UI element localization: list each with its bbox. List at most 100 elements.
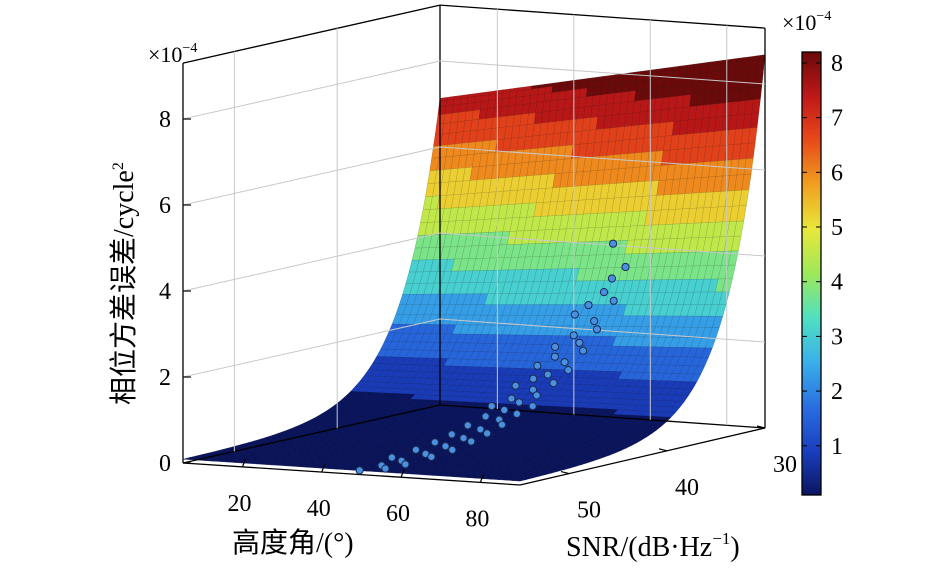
scatter-point xyxy=(621,262,630,272)
z-multiplier: ×10−4 xyxy=(148,41,197,67)
scatter-series xyxy=(355,239,630,475)
surface-patch xyxy=(615,76,624,85)
surface-patch xyxy=(508,96,517,107)
surface-patch xyxy=(678,68,688,77)
surface-patch xyxy=(516,89,525,98)
surface-patch xyxy=(721,62,730,72)
colorbar-tick-label: 8 xyxy=(831,51,843,77)
surface-patch xyxy=(543,92,553,103)
surface-patch xyxy=(451,104,461,114)
scatter-point xyxy=(459,434,468,443)
surface xyxy=(182,54,766,482)
scatter-point xyxy=(592,325,602,334)
surface-patch xyxy=(753,86,762,100)
x-tick-label: 40 xyxy=(307,496,331,522)
grid-line xyxy=(182,318,441,378)
scatter-point xyxy=(448,445,457,454)
colorbar-multiplier: ×10−4 xyxy=(782,9,831,35)
colorbar: 1 2 3 4 5 6 7 8 xyxy=(801,51,843,496)
surface-patch xyxy=(751,98,761,114)
grid-line xyxy=(439,60,766,85)
scatter-point xyxy=(584,301,593,310)
y-tick-mark xyxy=(756,425,766,429)
surface-patch xyxy=(594,79,603,88)
surface-patch xyxy=(748,66,758,77)
surface-patch xyxy=(678,75,687,86)
x-tick-mark xyxy=(241,458,247,468)
surface-patch xyxy=(509,90,518,99)
surface-patch xyxy=(495,92,504,101)
scatter-point xyxy=(543,370,552,379)
surface-patch xyxy=(656,77,666,89)
scatter-point xyxy=(570,310,579,319)
scatter-point xyxy=(481,412,490,421)
surface-patch xyxy=(707,64,716,73)
wall-grid xyxy=(182,9,766,452)
surface-patch xyxy=(579,87,588,98)
scatter-point xyxy=(447,430,456,439)
surface-patch xyxy=(614,83,623,94)
scatter-point xyxy=(532,391,541,400)
surface-patch xyxy=(635,80,644,91)
x-tick-label: 80 xyxy=(465,506,489,532)
scatter-point xyxy=(411,445,420,454)
axis-box-edge xyxy=(519,427,766,486)
surface-patch xyxy=(481,94,490,102)
scatter-point xyxy=(533,361,542,370)
scatter-point xyxy=(590,317,599,326)
surface-patch xyxy=(728,61,737,71)
surface-patch xyxy=(558,84,567,92)
scatter-point xyxy=(560,358,569,367)
scatter-point xyxy=(401,460,410,469)
surface-patch xyxy=(587,80,596,89)
scatter-point xyxy=(575,338,584,347)
surface-patch xyxy=(550,91,560,102)
surface-patch xyxy=(734,67,743,79)
surface-patch xyxy=(663,76,673,88)
surface-patch xyxy=(601,78,610,87)
surface-patch xyxy=(685,74,694,85)
scatter-point xyxy=(550,352,560,361)
surface-patch xyxy=(742,59,751,69)
scatter-point xyxy=(549,379,558,388)
surface-patch xyxy=(720,69,729,81)
colorbar-tick-label: 6 xyxy=(831,160,843,186)
scatter-point xyxy=(528,402,537,411)
surface-patch xyxy=(686,67,695,76)
z-tick-label: 4 xyxy=(159,279,171,305)
scatter-point xyxy=(507,394,516,403)
grid-line xyxy=(439,146,766,171)
surface-patch xyxy=(699,72,708,84)
colorbar-tick-label: 7 xyxy=(831,106,843,132)
surface-patch xyxy=(693,66,702,75)
surface-patch xyxy=(564,89,574,100)
surface-patch xyxy=(735,60,744,70)
y-tick-label: 30 xyxy=(773,452,797,478)
colorbar-tick-label: 1 xyxy=(831,434,843,460)
z-tick-label: 2 xyxy=(159,365,171,391)
surface-patch xyxy=(472,101,482,111)
surface-patch xyxy=(522,95,531,105)
scatter-point xyxy=(551,342,560,351)
colorbar-tick-label: 3 xyxy=(831,324,843,350)
axis-box-edge xyxy=(439,4,766,29)
scatter-point xyxy=(463,421,472,430)
surface-patch xyxy=(487,99,496,110)
surface-patch xyxy=(467,96,476,104)
surface-patch xyxy=(465,102,475,112)
y-axis-label: SNR/(dB·Hz−1) xyxy=(566,529,740,563)
grid-line xyxy=(182,60,441,120)
axis-box-edge xyxy=(182,462,521,486)
scatter-point xyxy=(476,425,485,434)
surface-patch xyxy=(642,79,652,91)
scatter-point xyxy=(512,409,522,418)
grid-line xyxy=(439,318,766,343)
axis-box-edge xyxy=(182,404,441,464)
surface-patch xyxy=(657,71,666,80)
surface-patch xyxy=(529,94,539,104)
surface-patch xyxy=(671,69,681,78)
axis-box-edge xyxy=(182,4,441,64)
surface-patch xyxy=(502,91,511,100)
surface-patch xyxy=(628,81,637,92)
